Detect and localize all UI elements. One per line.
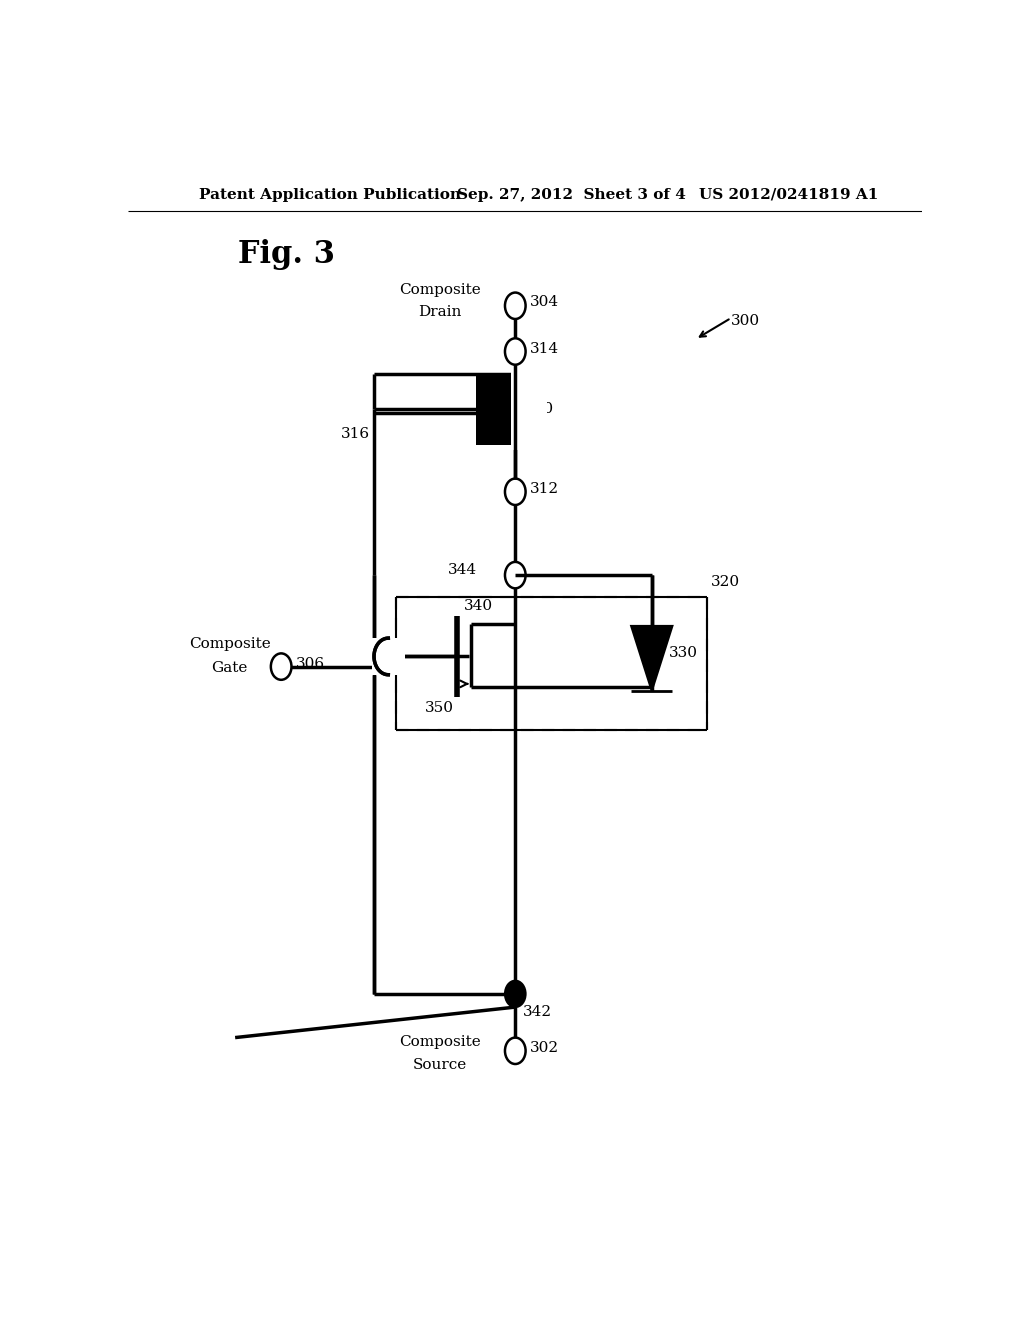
Text: 312: 312 — [529, 482, 559, 496]
Text: 300: 300 — [731, 314, 760, 329]
Text: Composite: Composite — [399, 1035, 480, 1048]
Text: 320: 320 — [712, 576, 740, 589]
Text: Sep. 27, 2012  Sheet 3 of 4: Sep. 27, 2012 Sheet 3 of 4 — [458, 187, 686, 202]
Circle shape — [505, 981, 525, 1007]
Text: 310: 310 — [524, 403, 554, 416]
Polygon shape — [631, 626, 673, 690]
Text: Gate: Gate — [211, 661, 248, 675]
Bar — [373, 638, 404, 675]
Text: 306: 306 — [296, 656, 325, 671]
Text: Composite: Composite — [399, 282, 480, 297]
Text: 344: 344 — [447, 564, 477, 577]
Text: 316: 316 — [341, 426, 370, 441]
Text: Fig. 3: Fig. 3 — [238, 239, 335, 271]
Text: Drain: Drain — [418, 305, 462, 319]
Bar — [511, 366, 547, 450]
Bar — [475, 374, 515, 445]
Text: 314: 314 — [529, 342, 559, 356]
Text: 304: 304 — [529, 294, 559, 309]
Bar — [511, 366, 547, 450]
Text: Composite: Composite — [188, 638, 270, 651]
Text: 342: 342 — [523, 1006, 552, 1019]
Text: 340: 340 — [464, 598, 493, 612]
Text: 350: 350 — [424, 701, 454, 715]
Text: Source: Source — [413, 1059, 467, 1072]
Text: US 2012/0241819 A1: US 2012/0241819 A1 — [699, 187, 879, 202]
Text: 302: 302 — [529, 1040, 559, 1055]
Text: 330: 330 — [670, 647, 698, 660]
Text: Patent Application Publication: Patent Application Publication — [200, 187, 462, 202]
